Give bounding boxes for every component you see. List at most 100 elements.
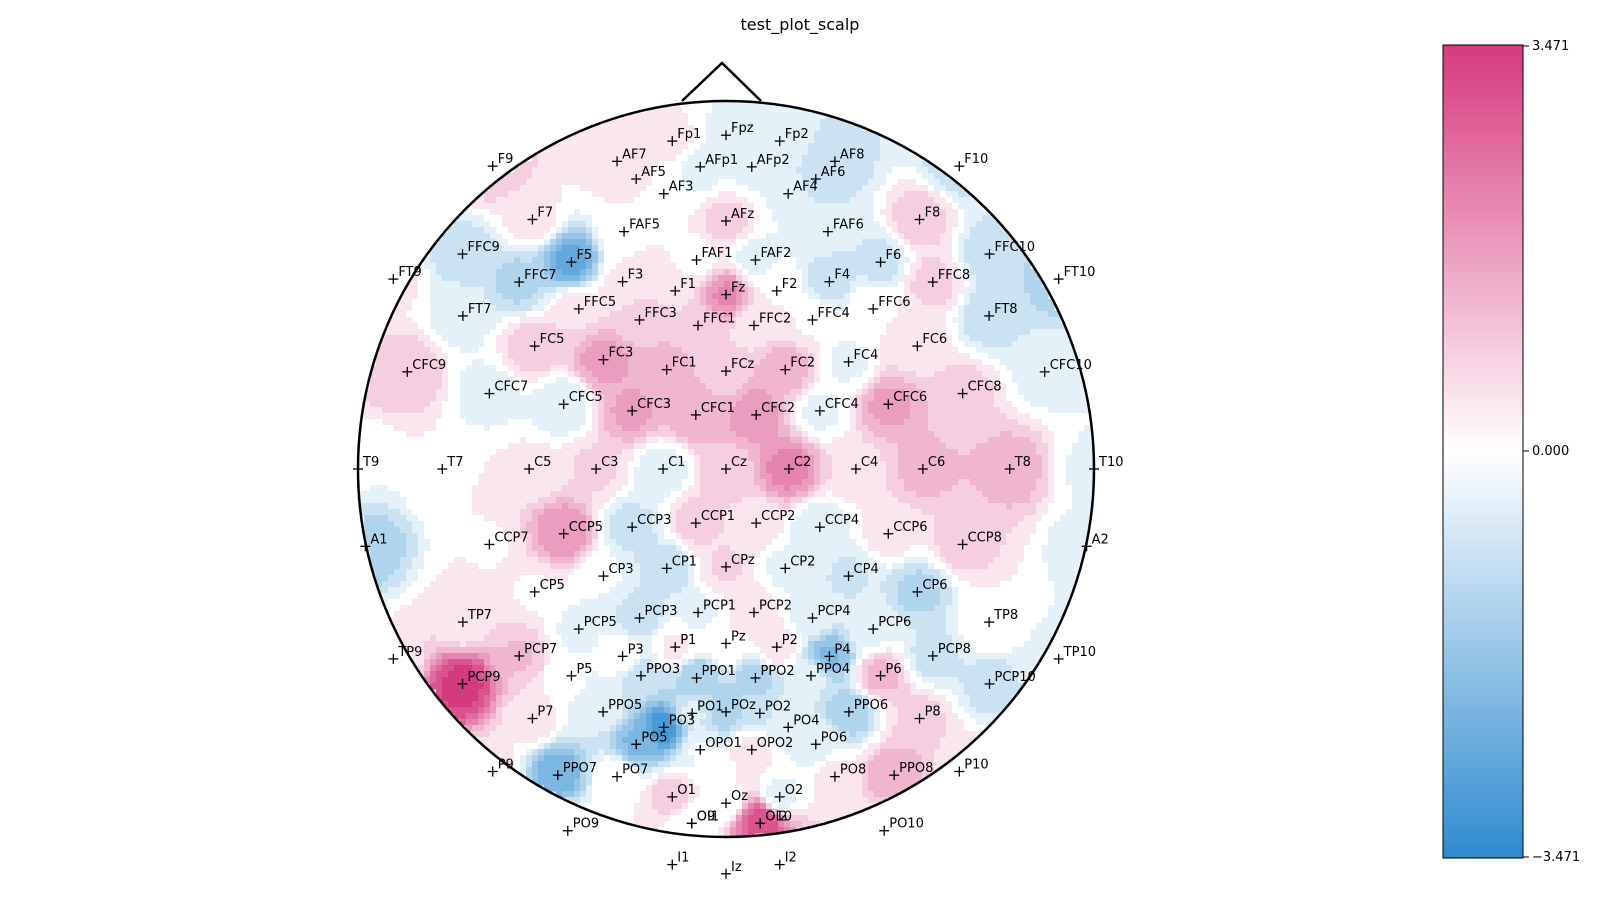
field-cell	[676, 413, 683, 420]
field-cell	[574, 413, 581, 420]
field-cell	[964, 233, 971, 240]
field-cell	[424, 329, 431, 336]
field-cell	[604, 365, 611, 372]
field-cell	[700, 293, 707, 300]
field-cell	[418, 389, 425, 396]
field-cell	[508, 245, 515, 252]
field-cell	[844, 389, 851, 396]
field-cell	[478, 239, 485, 246]
field-cell	[748, 347, 755, 354]
field-cell	[622, 323, 629, 330]
field-cell	[952, 389, 959, 396]
field-cell	[838, 365, 845, 372]
field-cell	[694, 413, 701, 420]
field-cell	[964, 401, 971, 408]
field-cell	[856, 173, 863, 180]
field-cell	[964, 275, 971, 282]
field-cell	[424, 353, 431, 360]
field-cell	[616, 347, 623, 354]
field-cell	[622, 269, 629, 276]
field-cell	[760, 353, 767, 360]
field-cell	[646, 119, 653, 126]
field-cell	[592, 257, 599, 264]
field-cell	[436, 311, 443, 318]
field-cell	[670, 359, 677, 366]
field-cell	[838, 137, 845, 144]
field-cell	[748, 335, 755, 342]
field-cell	[1000, 335, 1007, 342]
field-cell	[364, 413, 371, 420]
field-cell	[592, 245, 599, 252]
field-cell	[460, 353, 467, 360]
field-cell	[856, 377, 863, 384]
field-cell	[862, 275, 869, 282]
field-cell	[712, 359, 719, 366]
field-cell	[688, 221, 695, 228]
field-cell	[562, 149, 569, 156]
field-cell	[466, 311, 473, 318]
field-cell	[652, 359, 659, 366]
field-cell	[766, 257, 773, 264]
field-cell	[850, 239, 857, 246]
field-cell	[712, 287, 719, 294]
field-cell	[658, 161, 665, 168]
field-cell	[844, 365, 851, 372]
field-cell	[616, 341, 623, 348]
field-cell	[484, 317, 491, 324]
field-cell	[892, 275, 899, 282]
field-cell	[718, 173, 725, 180]
field-cell	[538, 365, 545, 372]
field-cell	[790, 155, 797, 162]
field-cell	[898, 209, 905, 216]
field-cell	[766, 107, 773, 114]
field-cell	[406, 419, 413, 426]
field-cell	[394, 311, 401, 318]
field-cell	[592, 311, 599, 318]
field-cell	[736, 257, 743, 264]
field-cell	[952, 251, 959, 258]
field-cell	[982, 317, 989, 324]
field-cell	[562, 287, 569, 294]
field-cell	[730, 155, 737, 162]
field-cell	[736, 401, 743, 408]
field-cell	[868, 191, 875, 198]
field-cell	[556, 329, 563, 336]
field-cell	[550, 185, 557, 192]
field-cell	[526, 305, 533, 312]
field-cell	[874, 347, 881, 354]
field-cell	[370, 413, 377, 420]
field-cell	[610, 149, 617, 156]
field-cell	[946, 335, 953, 342]
field-cell	[634, 305, 641, 312]
field-cell	[538, 215, 545, 222]
field-cell	[832, 143, 839, 150]
field-cell	[592, 251, 599, 258]
field-cell	[478, 407, 485, 414]
field-cell	[892, 245, 899, 252]
field-cell	[622, 401, 629, 408]
field-cell	[502, 407, 509, 414]
field-cell	[454, 233, 461, 240]
field-cell	[430, 251, 437, 258]
field-cell	[970, 347, 977, 354]
field-cell	[622, 275, 629, 282]
field-cell	[868, 149, 875, 156]
field-cell	[1006, 323, 1013, 330]
field-cell	[424, 341, 431, 348]
field-cell	[1018, 365, 1025, 372]
field-cell	[796, 371, 803, 378]
field-cell	[646, 335, 653, 342]
field-cell	[574, 317, 581, 324]
field-cell	[760, 347, 767, 354]
field-cell	[850, 341, 857, 348]
field-cell	[610, 227, 617, 234]
field-cell	[622, 119, 629, 126]
field-cell	[934, 197, 941, 204]
field-cell	[952, 383, 959, 390]
field-cell	[526, 281, 533, 288]
field-cell	[856, 167, 863, 174]
field-cell	[1018, 413, 1025, 420]
field-cell	[892, 197, 899, 204]
field-cell	[592, 125, 599, 132]
field-cell	[694, 215, 701, 222]
